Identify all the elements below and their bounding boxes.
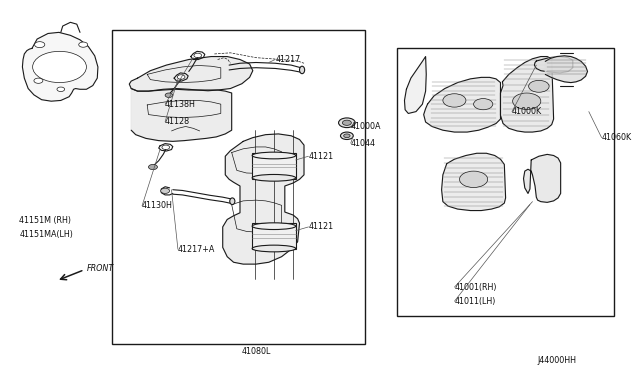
Text: J44000HH: J44000HH [538,356,576,365]
Text: 41121: 41121 [308,222,333,231]
Circle shape [194,53,202,58]
Text: 41000K: 41000K [512,107,542,116]
Circle shape [165,93,173,97]
Circle shape [460,171,488,187]
Bar [397,48,614,316]
Text: 41121: 41121 [308,152,333,161]
Ellipse shape [300,66,305,74]
Text: 41130H: 41130H [142,201,173,210]
Circle shape [79,42,88,47]
Polygon shape [404,57,426,113]
Circle shape [177,75,185,79]
Polygon shape [545,56,588,83]
Circle shape [474,99,493,110]
Circle shape [161,188,170,193]
Text: 41000A: 41000A [351,122,381,131]
Circle shape [33,51,86,83]
Bar [252,153,296,179]
Ellipse shape [252,245,296,252]
Text: 41044: 41044 [351,139,376,148]
Text: 41151M (RH): 41151M (RH) [19,216,71,225]
Circle shape [443,94,466,107]
Ellipse shape [252,152,296,159]
Polygon shape [524,154,561,202]
Circle shape [529,80,549,92]
Circle shape [34,78,43,83]
Polygon shape [223,134,304,264]
Polygon shape [442,153,506,211]
Bar [112,30,365,344]
Text: FRONT: FRONT [87,264,115,273]
Circle shape [35,42,45,48]
Text: 41138H: 41138H [165,100,196,109]
Circle shape [148,164,157,170]
Bar [252,223,296,249]
Circle shape [57,87,65,92]
Text: 41128: 41128 [165,117,190,126]
Text: 41151MA(LH): 41151MA(LH) [19,230,73,239]
Polygon shape [131,89,232,141]
Text: 41217: 41217 [275,55,300,64]
Circle shape [162,145,170,150]
Circle shape [340,132,353,140]
Ellipse shape [252,223,296,230]
Circle shape [339,118,355,128]
Polygon shape [22,32,98,101]
Ellipse shape [252,174,296,181]
Circle shape [344,134,350,138]
Circle shape [513,93,541,109]
Polygon shape [424,77,500,132]
Text: 41217+A: 41217+A [178,245,215,254]
Polygon shape [129,57,253,91]
Circle shape [342,120,351,125]
Text: 41060K: 41060K [602,133,632,142]
Ellipse shape [230,198,235,205]
Text: 41080L: 41080L [241,347,271,356]
Text: 41011(LH): 41011(LH) [454,297,496,306]
Polygon shape [534,57,573,73]
Polygon shape [500,57,554,132]
Text: 41001(RH): 41001(RH) [454,283,497,292]
